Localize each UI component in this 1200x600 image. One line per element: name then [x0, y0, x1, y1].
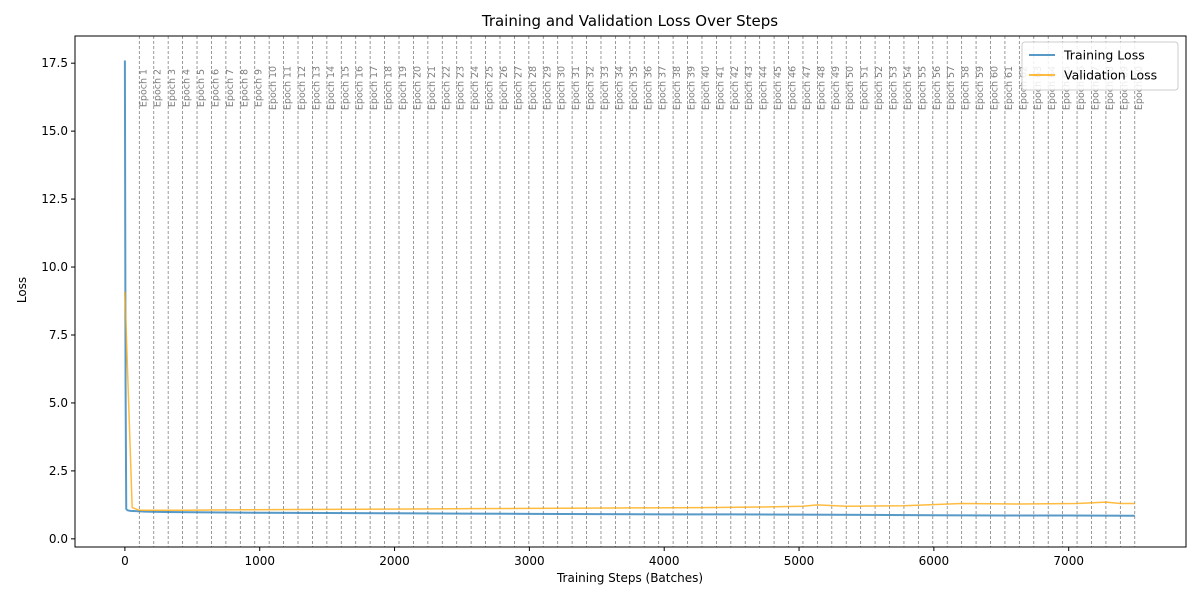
epoch-marker-label: Epoch 7	[225, 69, 236, 107]
epoch-marker-label: Epoch 39	[687, 66, 698, 110]
epoch-marker-label: Epoch 22	[441, 66, 452, 110]
epoch-marker-label: Epoch 14	[326, 66, 337, 110]
epoch-marker-label: Epoch 4	[182, 69, 193, 107]
x-tick-label: 3000	[514, 554, 545, 568]
epoch-marker-label: Epoch 50	[845, 66, 856, 110]
epoch-marker-label: Epoch 43	[744, 66, 755, 110]
epoch-marker-label: Epoch 24	[470, 66, 481, 110]
epoch-marker-label: Epoch 59	[975, 66, 986, 110]
x-tick-label: 4000	[649, 554, 680, 568]
epoch-marker-label: Epoch 42	[730, 66, 741, 110]
epoch-marker-label: Epoch 46	[788, 66, 799, 110]
y-tick-label: 0.0	[49, 532, 68, 546]
epoch-marker-label: Epoch 47	[802, 66, 813, 110]
chart-title: Training and Validation Loss Over Steps	[481, 12, 778, 30]
epoch-marker-label: Epoch 36	[643, 66, 654, 110]
epoch-marker-label: Epoch 37	[658, 66, 669, 110]
epoch-marker-label: Epoch 58	[961, 66, 972, 110]
validation-loss-line	[124, 291, 1135, 512]
x-axis-label: Training Steps (Batches)	[556, 571, 703, 585]
epoch-marker-label: Epoch 61	[1004, 66, 1015, 110]
epoch-marker-label: Epoch 28	[528, 66, 539, 110]
epoch-marker-label: Epoch 52	[874, 66, 885, 110]
epoch-marker-label: Epoch 10	[268, 66, 279, 110]
x-axis-ticks: 0 1000 2000 3000 4000 5000 6000 7000	[121, 547, 1084, 568]
epoch-marker-label: Epoch 19	[398, 66, 409, 110]
epoch-marker-label: Epoch 30	[557, 66, 568, 110]
epoch-marker-label: Epoch 15	[340, 66, 351, 110]
x-tick-label: 2000	[379, 554, 410, 568]
epoch-marker-label: Epoch 45	[773, 66, 784, 110]
epoch-marker-label: Epoch 2	[153, 69, 164, 107]
epoch-marker-label: Epoch 21	[427, 66, 438, 110]
epoch-marker-label: Epoch 3	[167, 69, 178, 107]
y-axis-label: Loss	[15, 277, 29, 303]
epoch-marker-label: Epoch 51	[860, 66, 871, 110]
epoch-marker-label: Epoch 40	[701, 66, 712, 110]
legend-label: Validation Loss	[1064, 68, 1157, 83]
x-tick-label: 1000	[244, 554, 275, 568]
y-tick-label: 7.5	[49, 328, 68, 342]
x-tick-label: 6000	[919, 554, 950, 568]
epoch-marker-label: Epoch 18	[384, 66, 395, 110]
y-axis-ticks: 0.0 2.5 5.0 7.5 10.0 12.5 15.0 17.5	[41, 56, 75, 546]
training-loss-line	[123, 60, 1135, 517]
epoch-marker-label: Epoch 41	[715, 66, 726, 110]
epoch-marker-label: Epoch 54	[903, 66, 914, 110]
epoch-marker-label: Epoch 34	[614, 66, 625, 110]
legend-box	[1021, 41, 1179, 91]
y-tick-label: 2.5	[49, 464, 68, 478]
y-tick-label: 5.0	[49, 396, 68, 410]
x-tick-label: 0	[121, 554, 129, 568]
data-series	[123, 60, 1135, 517]
epoch-marker-label: Epoch 17	[369, 66, 380, 110]
epoch-marker-label: Epoch 1	[138, 69, 149, 107]
x-tick-label: 7000	[1053, 554, 1084, 568]
epoch-marker-label: Epoch 38	[672, 66, 683, 110]
epoch-marker-label: Epoch 44	[759, 66, 770, 110]
epoch-marker-label: Epoch 25	[485, 66, 496, 110]
y-tick-label: 12.5	[41, 192, 68, 206]
y-tick-label: 15.0	[41, 124, 68, 138]
legend: Training Loss Validation Loss	[1021, 41, 1179, 91]
epoch-marker-label: Epoch 60	[989, 66, 1000, 110]
epoch-marker-label: Epoch 33	[600, 66, 611, 110]
epoch-marker-label: Epoch 35	[629, 66, 640, 110]
epoch-marker-label: Epoch 29	[542, 66, 553, 110]
epoch-marker-label: Epoch 57	[946, 66, 957, 110]
epoch-marker-label: Epoch 13	[311, 66, 322, 110]
epoch-marker-label: Epoch 23	[456, 66, 467, 110]
x-tick-label: 5000	[784, 554, 815, 568]
epoch-marker-label: Epoch 16	[355, 66, 366, 110]
epoch-markers: Epoch 1 Epoch 2 Epoch 3 Epoch 4 Epoch 5 Epoch…	[138, 36, 1145, 547]
epoch-marker-label: Epoch 8	[239, 69, 250, 107]
epoch-marker-label: Epoch 32	[586, 66, 597, 110]
epoch-marker-label: Epoch 20	[412, 66, 423, 110]
epoch-marker-label: Epoch 27	[513, 66, 524, 110]
epoch-marker-label: Epoch 53	[889, 66, 900, 110]
epoch-marker-label: Epoch 11	[283, 66, 294, 110]
legend-label: Training Loss	[1063, 48, 1145, 63]
epoch-marker-label: Epoch 12	[297, 66, 308, 110]
epoch-marker-label: Epoch 5	[196, 69, 207, 107]
epoch-marker-label: Epoch 26	[499, 66, 510, 110]
epoch-marker-label: Epoch 49	[831, 66, 842, 110]
epoch-marker-label: Epoch 31	[571, 66, 582, 110]
epoch-marker-label: Epoch 48	[816, 66, 827, 110]
y-tick-label: 17.5	[41, 56, 68, 70]
plot-frame	[74, 35, 1187, 548]
epoch-marker-label: Epoch 55	[917, 66, 928, 110]
epoch-marker-label: Epoch 9	[254, 69, 265, 107]
y-tick-label: 10.0	[41, 260, 68, 274]
epoch-marker-label: Epoch 56	[932, 66, 943, 110]
epoch-marker-label: Epoch 6	[210, 69, 221, 107]
